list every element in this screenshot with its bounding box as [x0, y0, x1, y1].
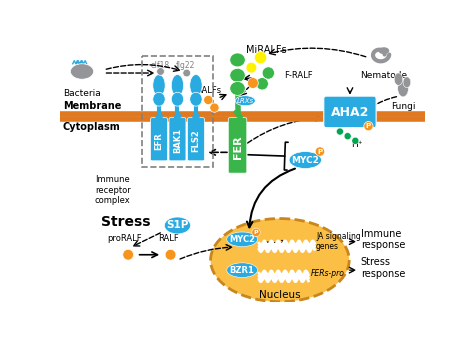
Text: JA signaling
genes: JA signaling genes [316, 232, 361, 251]
Text: Nucleus: Nucleus [259, 290, 301, 300]
FancyBboxPatch shape [151, 118, 167, 161]
Text: Immune
receptor
complex: Immune receptor complex [95, 175, 131, 205]
Text: P: P [318, 148, 322, 155]
Ellipse shape [164, 217, 191, 234]
Circle shape [157, 67, 164, 75]
Circle shape [210, 103, 219, 112]
Text: flg22: flg22 [175, 61, 195, 71]
Ellipse shape [153, 92, 165, 106]
Text: MYC2: MYC2 [292, 156, 319, 164]
Circle shape [247, 78, 258, 88]
Circle shape [315, 147, 325, 156]
Text: Membrane: Membrane [63, 101, 121, 111]
Ellipse shape [171, 75, 183, 96]
Ellipse shape [289, 152, 321, 168]
Text: Stress
response: Stress response [361, 257, 405, 279]
Circle shape [256, 78, 268, 90]
Text: FLS2: FLS2 [191, 129, 201, 152]
Ellipse shape [230, 53, 245, 67]
Text: Immune
response: Immune response [361, 228, 405, 250]
Ellipse shape [190, 92, 202, 106]
Ellipse shape [71, 64, 93, 79]
Circle shape [183, 69, 191, 77]
Ellipse shape [378, 47, 389, 54]
Ellipse shape [230, 81, 245, 95]
Ellipse shape [403, 77, 411, 88]
Text: H⁺: H⁺ [351, 140, 363, 149]
Text: LRXs: LRXs [237, 98, 254, 104]
Ellipse shape [153, 75, 165, 96]
Text: elf18: elf18 [151, 61, 170, 71]
Text: MiRALFs: MiRALFs [246, 44, 287, 55]
Text: Bacteria: Bacteria [63, 89, 101, 98]
Ellipse shape [227, 232, 257, 247]
Text: AHA2: AHA2 [331, 106, 369, 119]
Text: RALFs: RALFs [197, 86, 222, 95]
Text: proRALF: proRALF [107, 234, 142, 243]
Ellipse shape [227, 263, 257, 277]
Text: FERs-pro: FERs-pro [310, 269, 345, 278]
Text: F-RALF: F-RALF [284, 71, 312, 80]
Ellipse shape [171, 92, 183, 106]
Text: EFR: EFR [155, 132, 164, 149]
Circle shape [246, 62, 257, 73]
Circle shape [352, 137, 359, 144]
Text: S1P: S1P [166, 220, 189, 231]
Ellipse shape [398, 80, 409, 97]
Text: Nematode: Nematode [360, 72, 407, 80]
Ellipse shape [235, 96, 255, 106]
Text: MYC2: MYC2 [229, 235, 255, 244]
Circle shape [123, 250, 134, 260]
Text: Cytoplasm: Cytoplasm [63, 122, 120, 132]
Circle shape [344, 133, 351, 140]
FancyBboxPatch shape [188, 118, 204, 161]
Circle shape [252, 228, 260, 237]
FancyBboxPatch shape [324, 96, 376, 128]
Text: Fungi: Fungi [391, 102, 415, 111]
Circle shape [165, 250, 176, 260]
Circle shape [262, 67, 274, 79]
Circle shape [337, 128, 343, 135]
Text: Stress: Stress [101, 215, 151, 228]
Ellipse shape [190, 75, 202, 96]
Ellipse shape [210, 219, 349, 302]
FancyBboxPatch shape [169, 118, 186, 161]
Circle shape [255, 52, 267, 64]
Text: P: P [366, 123, 371, 129]
Text: BZR1: BZR1 [230, 266, 255, 275]
Text: RALF: RALF [158, 234, 179, 243]
Text: P: P [254, 230, 258, 235]
Ellipse shape [394, 73, 403, 85]
Circle shape [364, 121, 373, 131]
Text: BAK1: BAK1 [173, 128, 182, 153]
Circle shape [204, 95, 213, 105]
Ellipse shape [230, 68, 245, 82]
Text: FER: FER [233, 135, 243, 159]
FancyBboxPatch shape [228, 118, 247, 173]
